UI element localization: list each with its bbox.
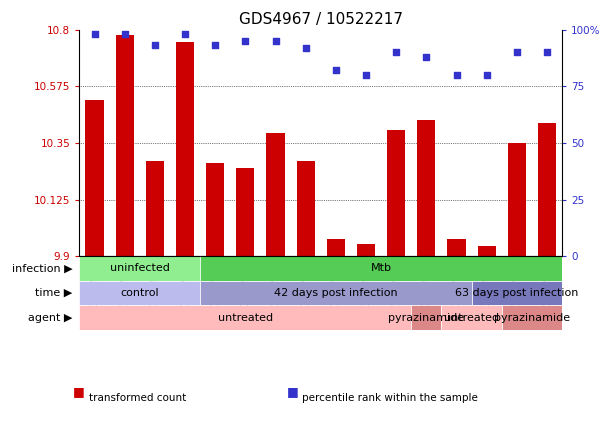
Bar (472, 281, 562, 305)
Bar (176, 42, 194, 256)
Bar (297, 160, 315, 256)
Text: pyrazinamide: pyrazinamide (494, 313, 570, 323)
Bar (502, 305, 562, 330)
Title: GDS4967 / 10522217: GDS4967 / 10522217 (239, 12, 403, 27)
Point (241, 38, 251, 44)
Point (150, 42, 159, 49)
Bar (387, 130, 405, 256)
Bar (508, 143, 526, 256)
Text: control: control (120, 288, 159, 298)
Point (391, 49, 401, 56)
Bar (86, 100, 104, 256)
Bar (411, 305, 441, 330)
Point (482, 71, 492, 78)
Bar (478, 246, 496, 256)
Point (180, 31, 190, 38)
Bar (327, 239, 345, 256)
Bar (538, 123, 556, 256)
Bar (79, 256, 200, 281)
Bar (200, 281, 472, 305)
Text: 63 days post infection: 63 days post infection (455, 288, 579, 298)
Text: untreated: untreated (444, 313, 499, 323)
Text: infection ▶: infection ▶ (12, 264, 73, 273)
Text: ■: ■ (287, 385, 299, 398)
Point (210, 42, 220, 49)
Point (361, 71, 371, 78)
Bar (441, 305, 502, 330)
Bar (79, 305, 411, 330)
Point (422, 53, 431, 60)
Bar (146, 160, 164, 256)
Text: ■: ■ (73, 385, 85, 398)
Bar (266, 133, 285, 256)
Text: transformed count: transformed count (89, 393, 186, 403)
Bar (200, 256, 562, 281)
Text: 42 days post infection: 42 days post infection (274, 288, 398, 298)
Bar (206, 163, 224, 256)
Bar (236, 168, 254, 256)
Point (512, 49, 522, 56)
Point (331, 67, 341, 74)
Point (271, 38, 280, 44)
Text: time ▶: time ▶ (35, 288, 73, 298)
Text: percentile rank within the sample: percentile rank within the sample (302, 393, 478, 403)
Point (301, 44, 310, 51)
Text: untreated: untreated (218, 313, 273, 323)
Point (542, 49, 552, 56)
Text: pyrazinamide: pyrazinamide (389, 313, 464, 323)
Bar (357, 244, 375, 256)
Point (120, 31, 130, 38)
Text: agent ▶: agent ▶ (28, 313, 73, 323)
Bar (417, 120, 436, 256)
Text: uninfected: uninfected (110, 264, 170, 273)
Point (90, 31, 100, 38)
Text: Mtb: Mtb (371, 264, 392, 273)
Bar (447, 239, 466, 256)
Bar (115, 35, 134, 256)
Point (452, 71, 461, 78)
Bar (79, 281, 200, 305)
